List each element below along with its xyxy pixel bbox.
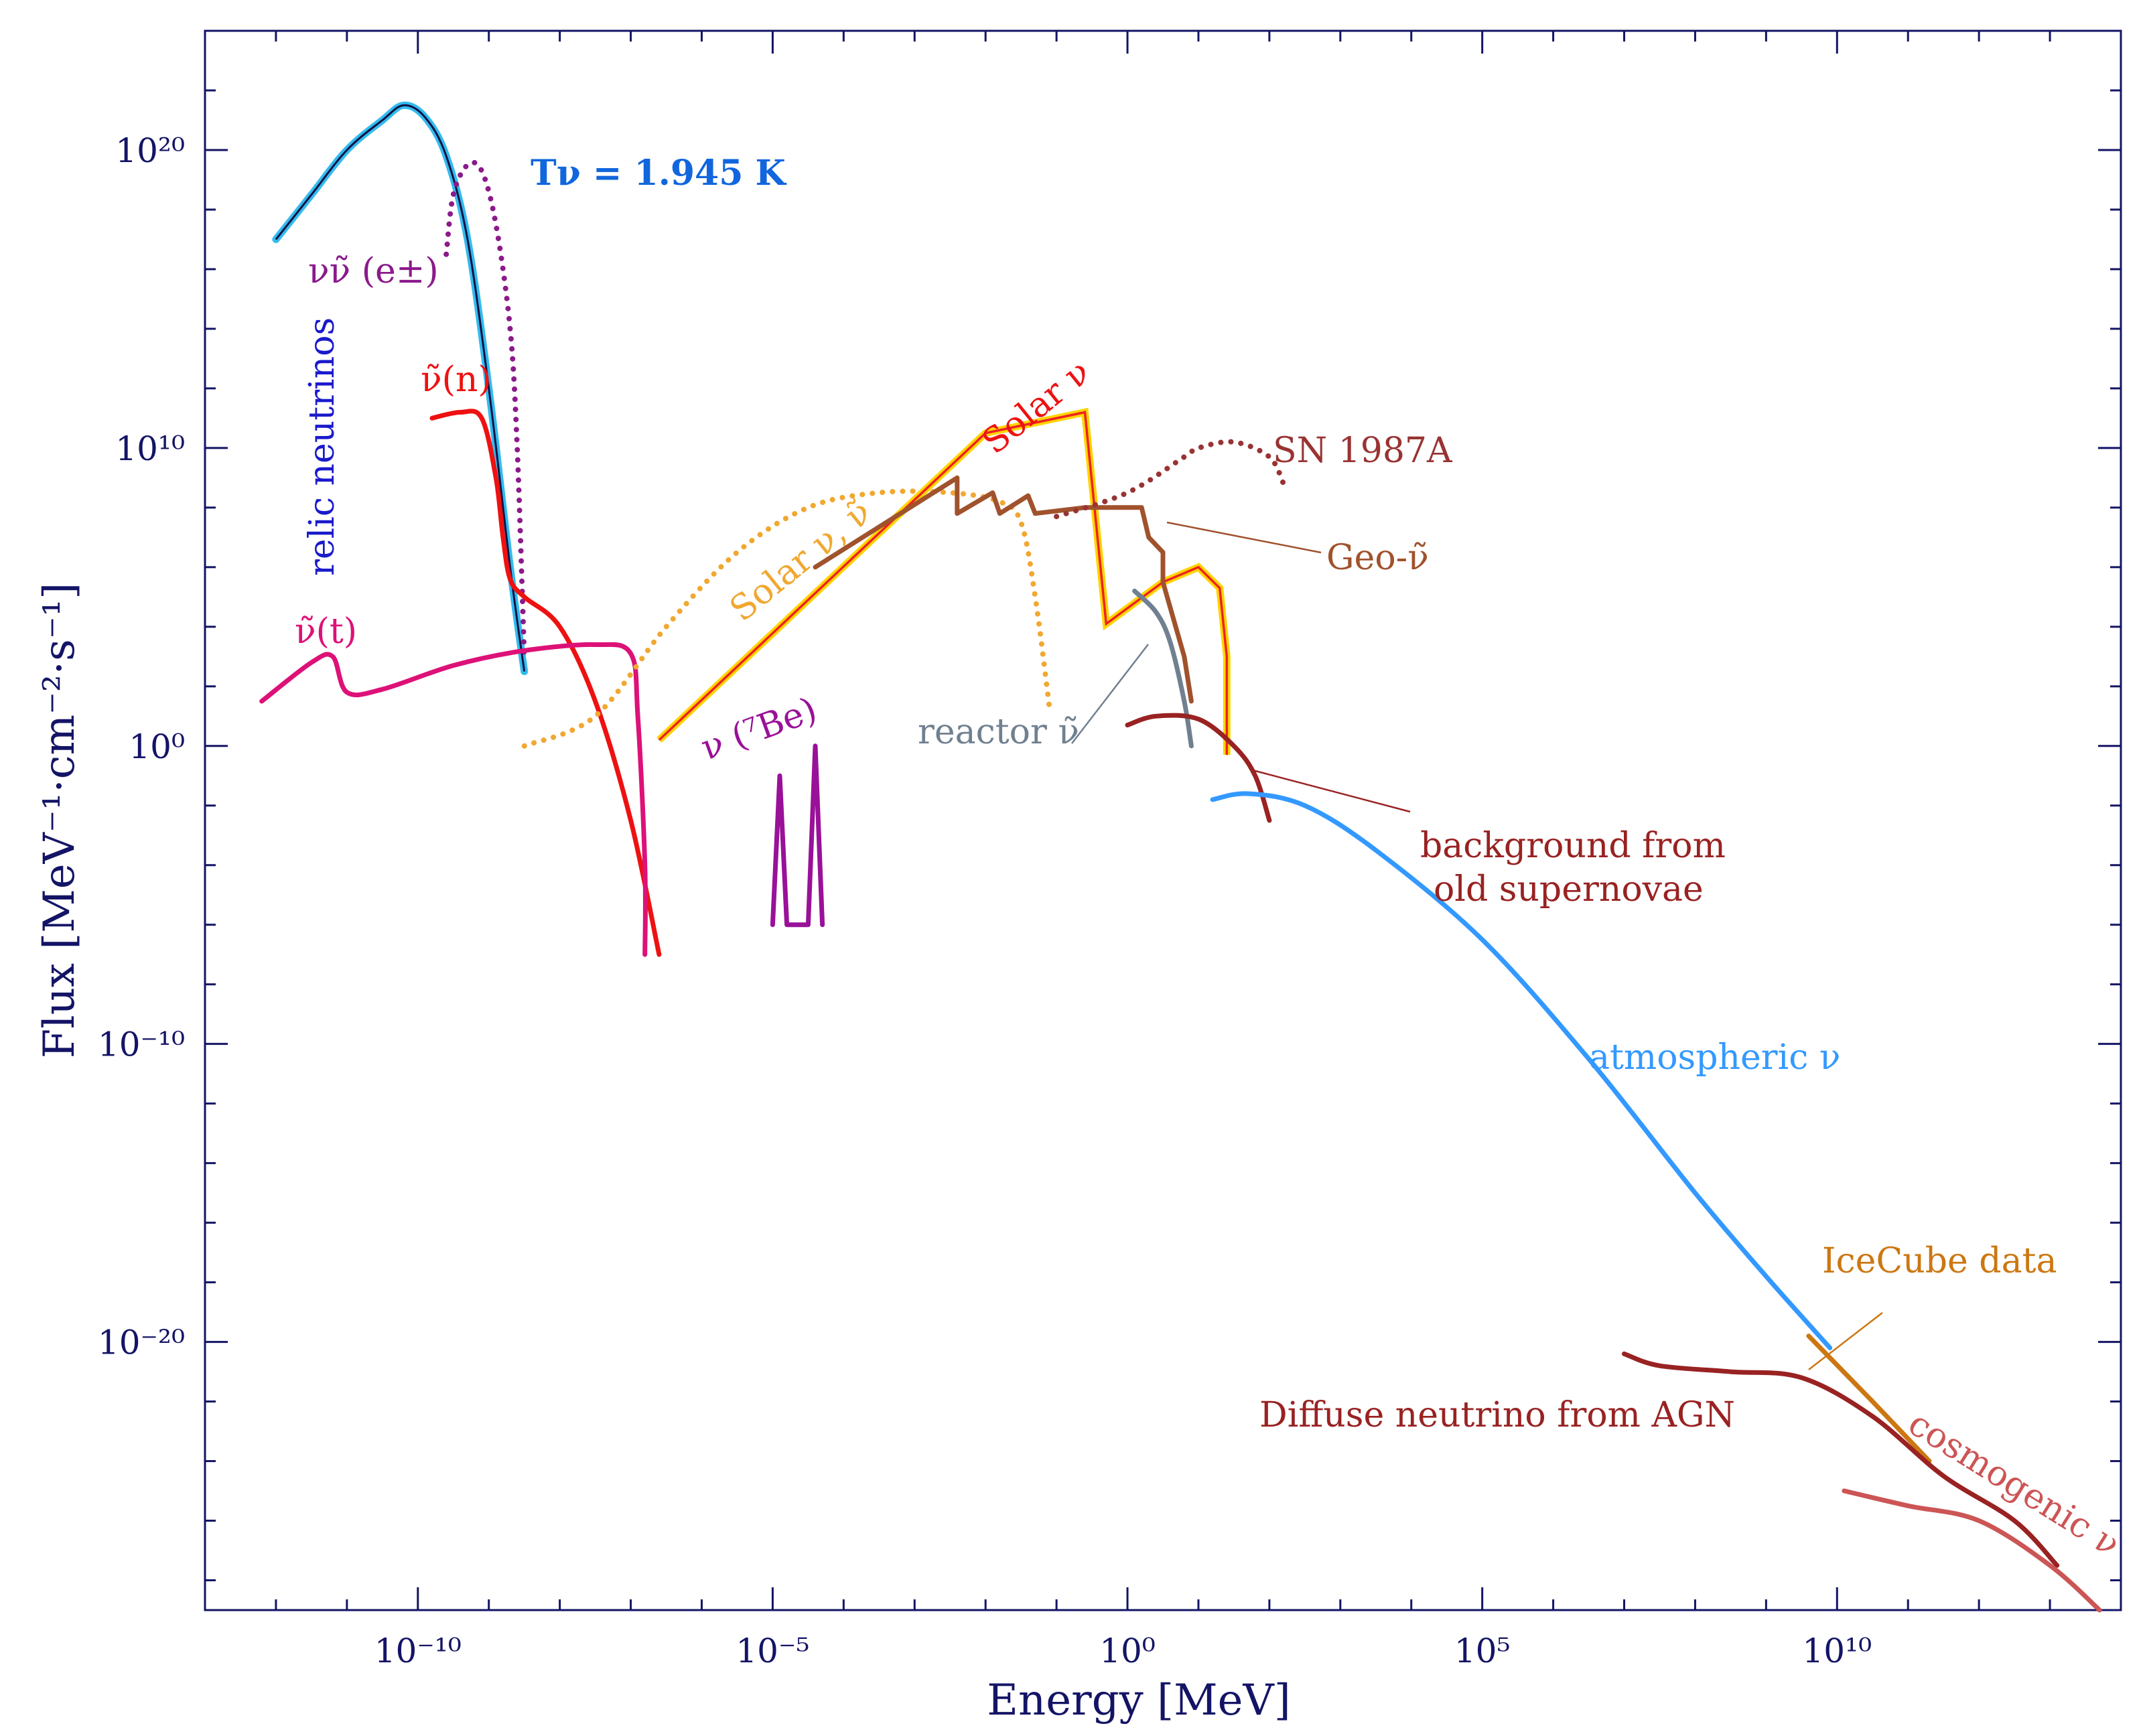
label-t-nu: Tν = 1.945 K	[531, 153, 786, 194]
leader-line	[1252, 769, 1411, 813]
x-tick-label: 10⁵	[1454, 1632, 1511, 1670]
y-tick-label: 10⁻¹⁰	[98, 1025, 185, 1064]
series-background-from-old-supernovae	[1125, 713, 1272, 823]
axis-tick-labels: 10⁻¹⁰ 10⁻⁵ 10⁰ 10⁵ 10¹⁰ 10²⁰ 10¹⁰ 10⁰ 10⁻¹⁰ 10⁻²⁰	[98, 131, 1872, 1670]
x-tick-label: 10⁻⁵	[736, 1632, 809, 1670]
y-tick-label: 10⁻²⁰	[98, 1323, 185, 1362]
y-axis-title: Flux [MeV⁻¹·cm⁻²·s⁻¹]	[35, 583, 84, 1058]
label-old-sn-1: background from	[1420, 826, 1726, 866]
label-nubar-n: ν̃(n)	[421, 360, 492, 400]
label-be7: ν (⁷Be)	[696, 690, 822, 768]
x-tick-label: 10¹⁰	[1802, 1632, 1872, 1670]
series-solar	[521, 488, 1052, 749]
series-be	[770, 743, 825, 928]
label-nunu-epm: νν̃ (e±)	[308, 251, 439, 291]
x-tick-label: 10⁻¹⁰	[374, 1632, 462, 1670]
label-nubar-t: ν̃(t)	[295, 611, 357, 652]
series-e-relic	[443, 159, 527, 660]
series-diffuse-neutrino-from-agn	[1622, 1351, 2060, 1568]
series-layer	[259, 101, 2102, 1613]
y-tick-label: 10¹⁰	[115, 429, 185, 468]
annotation-leader-lines	[1071, 521, 1883, 1370]
series-sn-1987a	[1054, 439, 1287, 520]
label-old-sn-2: old supernovae	[1434, 869, 1704, 910]
series-t	[259, 642, 648, 957]
series-geo	[813, 475, 1194, 704]
leader-line	[1071, 644, 1149, 744]
label-reactor: reactor ν̃	[918, 712, 1079, 752]
label-relic: relic neutrinos	[302, 317, 342, 576]
plot-frame	[204, 29, 2122, 1611]
series-atmospheric	[1210, 791, 1833, 1350]
label-atmospheric: atmospheric ν	[1589, 1037, 1841, 1078]
axis-ticks	[204, 29, 2122, 1610]
y-tick-label: 10⁰	[129, 727, 185, 766]
label-icecube: IceCube data	[1822, 1241, 2057, 1281]
label-solar-nu: Solar ν	[975, 352, 1098, 462]
series-relic-neutrinos	[275, 104, 526, 672]
x-axis-title: Energy [MeV]	[987, 1676, 1290, 1725]
label-agn: Diffuse neutrino from AGN	[1259, 1395, 1735, 1435]
series-cosmogenic	[1842, 1488, 2102, 1613]
leader-line	[1808, 1312, 1883, 1370]
label-sn1987a: SN 1987A	[1273, 431, 1453, 471]
annotation-layer: Tν = 1.945 K relic neutrinos νν̃ (e±) ν̃(n)…	[295, 153, 2127, 1565]
label-geo: Geo-ν̃	[1326, 538, 1429, 578]
series-icecube-data	[1806, 1333, 1932, 1463]
x-tick-label: 10⁰	[1099, 1632, 1156, 1670]
series-reactor	[1132, 588, 1194, 749]
series-n	[429, 409, 662, 957]
leader-line	[1166, 521, 1322, 554]
y-tick-label: 10²⁰	[115, 131, 185, 170]
